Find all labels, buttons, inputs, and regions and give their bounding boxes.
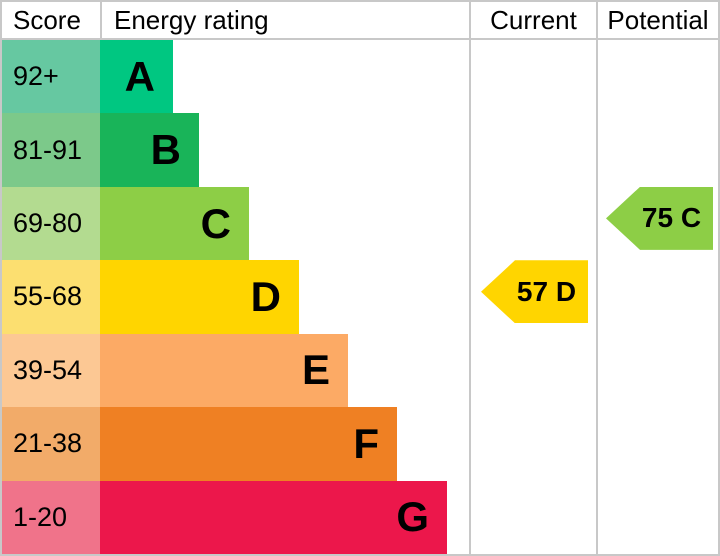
band-score-cell: 39-54 bbox=[2, 333, 100, 408]
band-row-c: 69-80 C 75 C bbox=[2, 186, 718, 261]
current-column-cell bbox=[469, 407, 596, 481]
band-row-a: 92+ A bbox=[2, 40, 718, 114]
band-bar-track: D bbox=[100, 260, 469, 334]
band-letter: D bbox=[250, 272, 281, 320]
potential-rating-arrow: 75 C bbox=[606, 186, 713, 250]
potential-column-cell: 75 C bbox=[596, 186, 718, 261]
potential-rating-label: 75 C bbox=[641, 202, 702, 234]
band-letter: A bbox=[124, 52, 155, 100]
band-bar-track: F bbox=[100, 407, 469, 481]
chart-header-row: Score Energy rating Current Potential bbox=[2, 2, 718, 40]
band-bar-track: A bbox=[100, 40, 469, 114]
potential-column-cell bbox=[596, 407, 718, 481]
band-letter: G bbox=[396, 493, 429, 541]
band-bar: F bbox=[100, 407, 397, 481]
potential-column-cell bbox=[596, 333, 718, 408]
band-bar: G bbox=[100, 480, 447, 554]
band-row-e: 39-54 E bbox=[2, 333, 718, 408]
band-row-g: 1-20 G bbox=[2, 480, 718, 554]
band-score-cell: 81-91 bbox=[2, 113, 100, 187]
band-row-d: 55-68 D 57 D bbox=[2, 260, 718, 334]
band-bar-track: B bbox=[100, 113, 469, 187]
current-column-cell bbox=[469, 113, 596, 187]
header-potential: Potential bbox=[596, 2, 718, 38]
current-column-cell bbox=[469, 333, 596, 408]
potential-column-cell bbox=[596, 40, 718, 114]
band-bar: A bbox=[100, 40, 173, 114]
potential-column-cell bbox=[596, 260, 718, 334]
band-bar-track: E bbox=[100, 333, 469, 408]
current-rating-arrow: 57 D bbox=[481, 260, 588, 324]
header-score: Score bbox=[13, 4, 81, 35]
band-bar-track: G bbox=[100, 480, 469, 554]
current-rating-label: 57 D bbox=[516, 275, 577, 307]
current-column-cell bbox=[469, 480, 596, 554]
band-letter: C bbox=[200, 199, 231, 247]
band-score-cell: 21-38 bbox=[2, 407, 100, 481]
band-letter: B bbox=[150, 126, 181, 174]
header-current: Current bbox=[469, 2, 596, 38]
band-letter: F bbox=[353, 419, 379, 467]
band-row-b: 81-91 B bbox=[2, 113, 718, 187]
header-energy-rating: Energy rating bbox=[100, 2, 469, 38]
band-letter: E bbox=[301, 346, 330, 394]
current-column-cell: 57 D bbox=[469, 260, 596, 334]
band-score-cell: 92+ bbox=[2, 40, 100, 114]
potential-column-cell bbox=[596, 480, 718, 554]
band-bar: B bbox=[100, 113, 199, 187]
band-bar: C bbox=[100, 186, 249, 261]
potential-column-cell bbox=[596, 113, 718, 187]
band-score-cell: 69-80 bbox=[2, 186, 100, 261]
band-bar-track: C bbox=[100, 186, 469, 261]
band-row-f: 21-38 F bbox=[2, 407, 718, 481]
current-column-cell bbox=[469, 40, 596, 114]
band-bar: D bbox=[100, 260, 299, 334]
band-score-cell: 55-68 bbox=[2, 260, 100, 334]
current-column-cell bbox=[469, 186, 596, 261]
band-bar: E bbox=[100, 333, 348, 408]
band-score-cell: 1-20 bbox=[2, 480, 100, 554]
